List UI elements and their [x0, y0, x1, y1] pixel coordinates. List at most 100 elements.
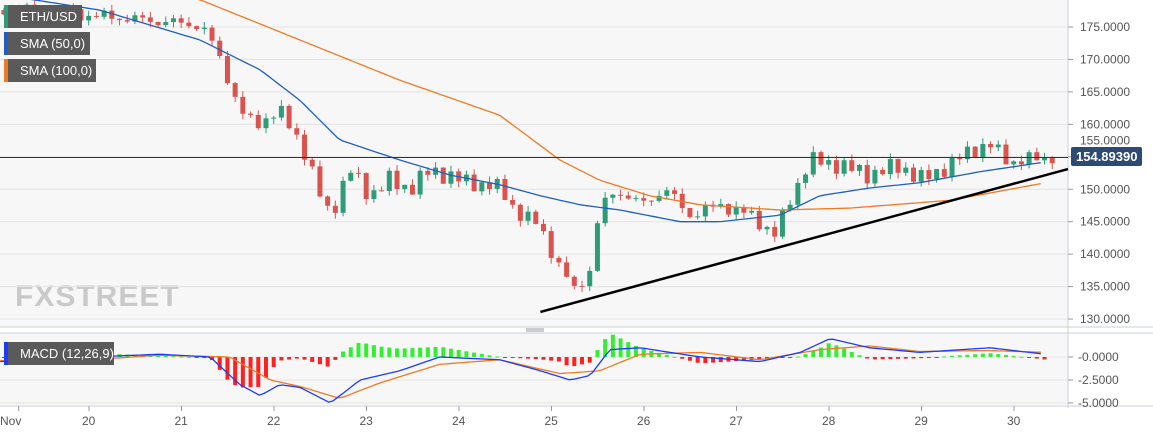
- legend-macd[interactable]: MACD (12,26,9): [4, 342, 114, 365]
- macd-histogram-bar: [757, 357, 762, 360]
- x-tick-label: 23: [360, 414, 374, 428]
- candle-body: [186, 22, 192, 27]
- candle-body: [1049, 157, 1055, 164]
- macd-histogram-bar: [156, 355, 161, 357]
- macd-histogram-bar: [464, 351, 469, 357]
- candle-body: [818, 152, 824, 165]
- macd-histogram-bar: [225, 357, 230, 380]
- candle-body: [155, 21, 161, 26]
- legend-symbol[interactable]: ETH/USD: [4, 5, 82, 28]
- macd-histogram-bar: [279, 357, 284, 361]
- candle-body: [417, 170, 423, 195]
- candle-body: [394, 170, 400, 190]
- candle-body: [779, 209, 785, 237]
- candle-body: [995, 144, 1001, 148]
- macd-histogram-bar: [834, 345, 839, 357]
- candle-body: [857, 164, 863, 171]
- macd-histogram-bar: [325, 357, 330, 367]
- candle-body: [756, 210, 762, 230]
- candle-body: [618, 194, 624, 196]
- candle-body: [271, 117, 277, 119]
- macd-histogram-bar: [217, 357, 222, 370]
- macd-histogram-bar: [626, 342, 631, 357]
- macd-histogram-bar: [1011, 355, 1016, 357]
- macd-histogram-bar: [387, 347, 392, 357]
- candle-body: [903, 167, 909, 173]
- candle-body: [972, 146, 978, 158]
- macd-histogram-bar: [718, 357, 723, 363]
- macd-histogram-bar: [472, 352, 477, 357]
- y-tick-label: 140.0000: [1080, 247, 1130, 261]
- macd-histogram-bar: [541, 357, 546, 360]
- candle-body: [533, 211, 539, 224]
- candle-body: [217, 40, 223, 57]
- macd-histogram-bar: [549, 357, 554, 361]
- x-tick-label: 26: [637, 414, 651, 428]
- candle-body: [332, 205, 338, 213]
- x-tick-label: 20: [82, 414, 96, 428]
- legend-sma50[interactable]: SMA (50,0): [4, 32, 90, 55]
- x-tick-label: 21: [175, 414, 189, 428]
- candle-body: [355, 172, 361, 174]
- macd-histogram-bar: [911, 357, 916, 359]
- candle-body: [980, 144, 986, 158]
- macd-histogram-bar: [741, 357, 746, 361]
- macd-histogram-bar: [456, 349, 461, 357]
- macd-histogram-bar: [849, 351, 854, 357]
- candle-body: [725, 204, 731, 215]
- candle-body: [163, 22, 169, 26]
- macd-histogram-bar: [433, 346, 438, 357]
- candle-body: [625, 195, 631, 199]
- macd-histogram-bar: [842, 348, 847, 357]
- macd-histogram-bar: [934, 357, 939, 358]
- legend-sma100[interactable]: SMA (100,0): [4, 59, 96, 82]
- x-tick-label: 27: [730, 414, 744, 428]
- current-price-tag: 154.89390: [1071, 147, 1143, 167]
- candle-body: [964, 146, 970, 160]
- sma50-line: [30, 0, 1041, 223]
- macd-histogram-bar: [1042, 357, 1047, 360]
- candle-body: [517, 204, 523, 221]
- macd-histogram-bar: [294, 357, 299, 359]
- candle-body: [302, 134, 308, 160]
- macd-histogram-bar: [1019, 356, 1024, 358]
- macd-histogram-bar: [448, 348, 453, 357]
- candle-body: [926, 170, 932, 180]
- macd-histogram-bar: [580, 357, 585, 365]
- candle-body: [317, 166, 323, 197]
- candle-body: [294, 128, 300, 135]
- candle-body: [571, 276, 577, 286]
- macd-histogram-bar: [240, 357, 245, 388]
- y-tick-label: 165.0000: [1080, 85, 1130, 99]
- macd-histogram-bar: [287, 357, 292, 360]
- candle-body: [1018, 161, 1024, 165]
- candle-body: [833, 160, 839, 174]
- macd-tick-label: -5.0000: [1078, 396, 1119, 410]
- candle-body: [656, 195, 662, 201]
- macd-histogram-bar: [896, 357, 901, 359]
- candle-body: [910, 167, 916, 182]
- macd-tick-label: -0.0000: [1078, 350, 1119, 364]
- macd-histogram-bar: [980, 353, 985, 357]
- macd-histogram-bar: [425, 347, 430, 357]
- trendline: [540, 167, 1069, 314]
- candle-body: [564, 262, 570, 277]
- macd-histogram-bar: [826, 343, 831, 357]
- candle-body: [1026, 152, 1032, 165]
- macd-histogram-bar: [248, 357, 253, 388]
- macd-histogram-bar: [965, 354, 970, 357]
- candle-body: [895, 159, 901, 173]
- x-tick-label: 28: [822, 414, 836, 428]
- macd-histogram-bar: [1003, 354, 1008, 357]
- candle-body: [672, 190, 678, 194]
- candle-body: [409, 184, 415, 195]
- candle-body: [602, 197, 608, 224]
- macd-histogram-bar: [510, 357, 515, 358]
- candle-body: [340, 180, 346, 213]
- macd-histogram-bar: [664, 354, 669, 357]
- macd-histogram-bar: [371, 345, 376, 357]
- candle-body: [132, 15, 138, 22]
- candle-body: [109, 10, 115, 19]
- candle-body: [325, 196, 331, 206]
- candle-body: [887, 159, 893, 175]
